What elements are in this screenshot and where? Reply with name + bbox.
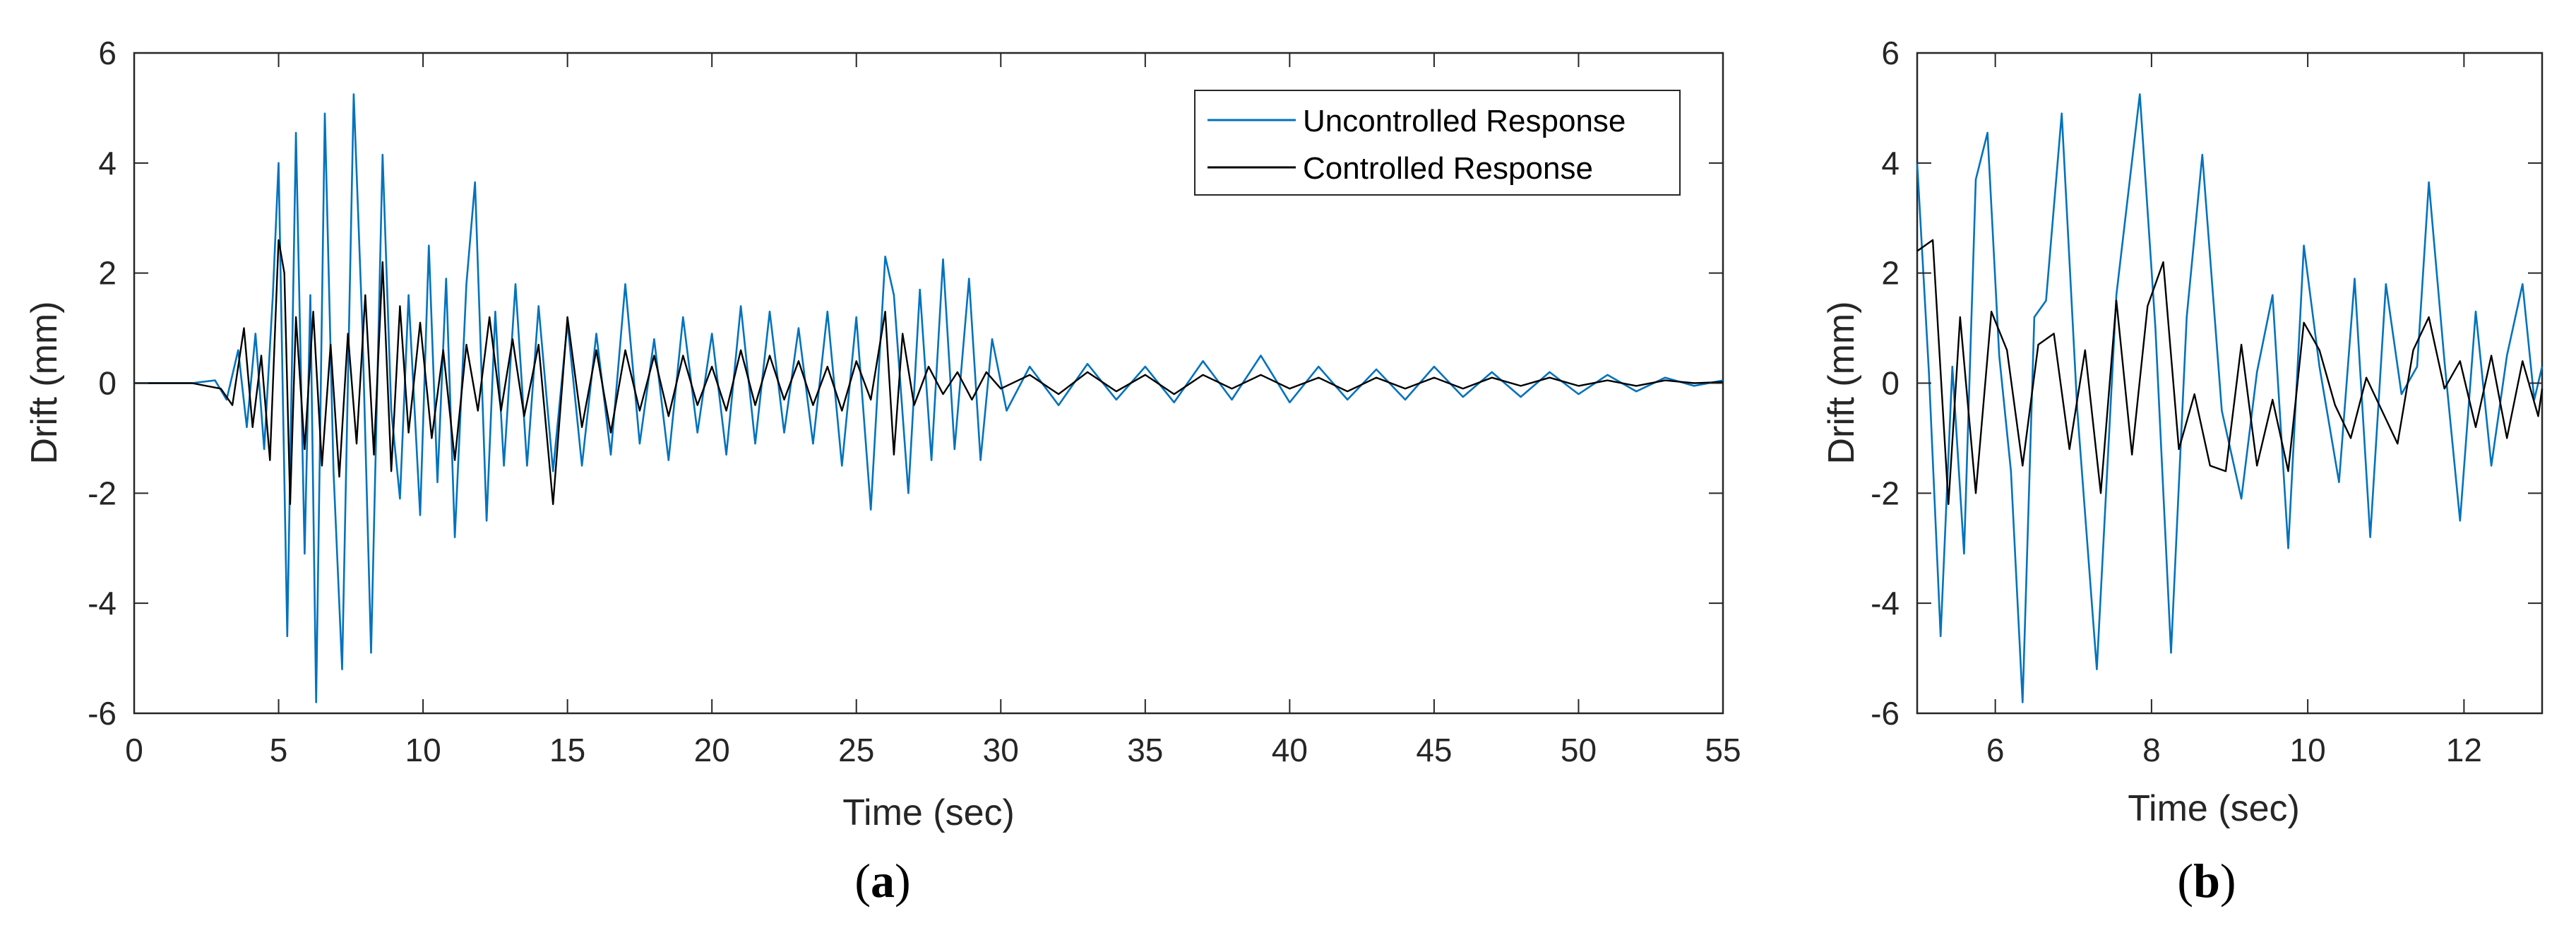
y-tick-label-b: -6 — [1871, 695, 1900, 732]
y-tick-label-b: 0 — [1881, 365, 1900, 402]
x-tick-label-b: 6 — [1986, 732, 2005, 768]
x-tick-label-a: 0 — [125, 732, 143, 768]
ticks-group-b: 6 8 10 12 -6 -4 -2 0 2 4 6 — [1871, 35, 2542, 768]
y-tick-label-b: 4 — [1881, 145, 1900, 182]
legend-label-controlled: Controlled Response — [1303, 151, 1593, 186]
legend-label-uncontrolled: Uncontrolled Response — [1303, 104, 1626, 138]
y-tick-label-a: -2 — [88, 475, 117, 511]
caption-b-close: ) — [2220, 854, 2236, 908]
x-axis-label-a: Time (sec) — [842, 792, 1015, 833]
ticks-group-a: 0 5 10 15 20 25 30 35 40 45 50 55 -6 -4 -2 0 2 4 6 — [88, 35, 1741, 768]
x-tick-label-a: 25 — [838, 732, 874, 768]
x-tick-label-a: 5 — [270, 732, 288, 768]
series-line-controlled-a — [134, 239, 1724, 506]
series-group-a — [134, 93, 1724, 703]
y-tick-label-a: -4 — [88, 585, 117, 621]
x-tick-label-a: 20 — [694, 732, 730, 768]
x-tick-label-a: 10 — [405, 732, 441, 768]
legend-box — [1194, 90, 1681, 196]
y-tick-label-b: -4 — [1871, 585, 1900, 621]
caption-a: (a) — [854, 854, 910, 908]
x-tick-label-b: 10 — [2290, 732, 2326, 768]
x-axis-label-b: Time (sec) — [2128, 788, 2300, 829]
x-tick-label-a: 30 — [983, 732, 1019, 768]
x-tick-label-a: 40 — [1272, 732, 1308, 768]
y-axis-label-b: Drift (mm) — [1821, 301, 1862, 464]
caption-a-letter: a — [871, 854, 895, 908]
caption-b: (b) — [2177, 854, 2236, 908]
x-tick-label-b: 12 — [2446, 732, 2482, 768]
series-line-uncontrolled-b — [1916, 93, 2544, 703]
series-group-b — [1916, 93, 2544, 703]
caption-a-open: ( — [854, 854, 871, 908]
x-tick-label-a: 15 — [549, 732, 585, 768]
legend: Uncontrolled Response Controlled Respons… — [1194, 90, 1681, 196]
caption-b-letter: b — [2193, 854, 2220, 908]
y-tick-label-b: -2 — [1871, 475, 1900, 511]
panel-b: 6 8 10 12 -6 -4 -2 0 2 4 6 Time (sec) Drift (mm) (… — [1821, 35, 2544, 908]
caption-a-close: ) — [895, 854, 911, 908]
y-axis-label-a: Drift (mm) — [24, 301, 65, 464]
y-tick-label-b: 2 — [1881, 255, 1900, 292]
x-tick-label-b: 8 — [2142, 732, 2161, 768]
y-tick-label-a: 0 — [98, 365, 117, 402]
y-tick-label-b: 6 — [1881, 35, 1900, 71]
y-tick-label-a: 6 — [98, 35, 117, 71]
x-tick-label-a: 50 — [1561, 732, 1597, 768]
y-tick-label-a: 4 — [98, 145, 117, 182]
x-tick-label-a: 45 — [1416, 732, 1452, 768]
y-tick-label-a: -6 — [88, 695, 117, 732]
x-tick-label-a: 35 — [1127, 732, 1163, 768]
series-line-uncontrolled-a — [134, 93, 1724, 703]
panel-a: 0 5 10 15 20 25 30 35 40 45 50 55 -6 -4 -2 0 2 4 6 Time (s… — [24, 35, 1741, 908]
plot-frame-b — [1916, 52, 2544, 715]
y-tick-label-a: 2 — [98, 255, 117, 292]
caption-b-open: ( — [2177, 854, 2193, 908]
series-line-controlled-b — [1916, 239, 2544, 506]
x-tick-label-a: 55 — [1705, 732, 1741, 768]
